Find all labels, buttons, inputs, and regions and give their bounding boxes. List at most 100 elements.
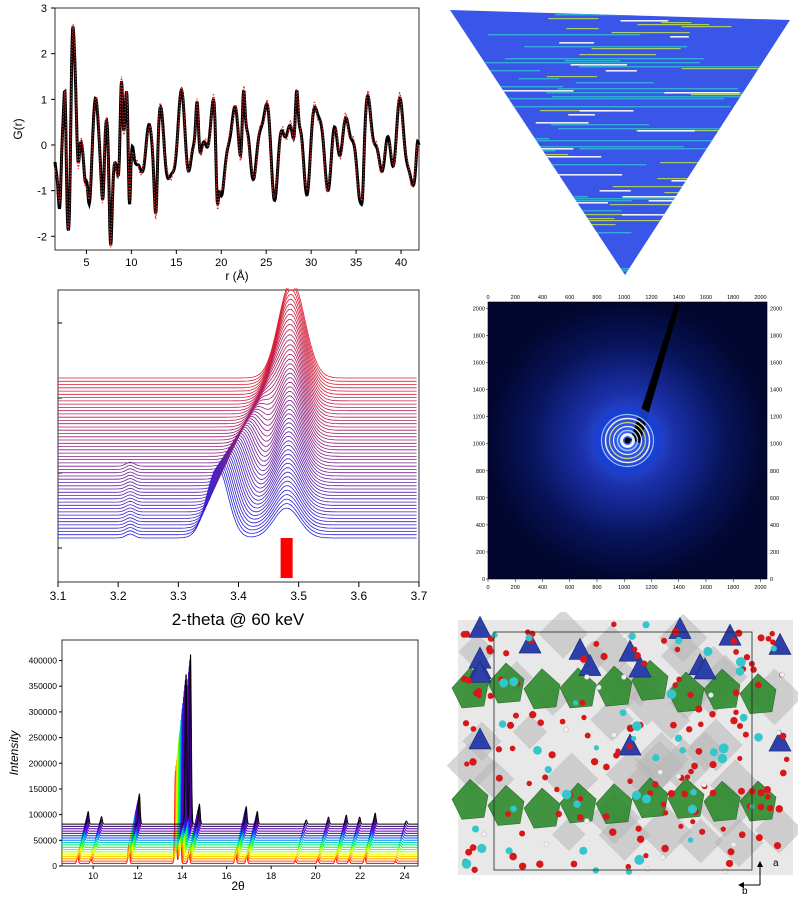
y-tick-label-right: 1400: [770, 388, 782, 394]
band: [456, 234, 515, 236]
reference-marker: [280, 538, 293, 578]
curve: [58, 455, 417, 519]
oxygen-atom: [529, 711, 537, 719]
band: [578, 12, 677, 14]
band: [523, 194, 568, 196]
curve: [58, 329, 417, 412]
oxygen-atom: [505, 811, 511, 818]
x-tick-label: 10: [125, 257, 137, 269]
oxygen-atom: [475, 687, 482, 695]
band: [481, 86, 563, 88]
band: [664, 192, 712, 194]
oxygen-atom: [742, 731, 749, 738]
band: [661, 22, 692, 24]
band: [521, 156, 602, 158]
y-tick-label: -2: [37, 231, 47, 243]
oxygen-atom: [690, 819, 696, 825]
oxygen-atom: [691, 762, 698, 770]
band: [488, 34, 641, 36]
x-tick-label: 10: [88, 871, 98, 881]
band: [539, 110, 612, 112]
band: [506, 98, 725, 100]
oxygen-atom: [773, 842, 782, 850]
oxygen-atom: [709, 760, 717, 769]
band: [504, 58, 704, 60]
cation-atom: [525, 634, 533, 642]
oxygen-atom: [754, 681, 762, 689]
oxygen-atom: [743, 653, 751, 661]
oxygen-atom: [662, 810, 669, 816]
y-tick-label: 300000: [29, 707, 58, 717]
oxygen-atom: [697, 721, 704, 728]
white-atom: [730, 841, 737, 848]
octahedron: [523, 787, 561, 829]
curve: [58, 349, 417, 425]
xrd-pattern: [62, 740, 418, 857]
x-tick-label-top: 1600: [700, 295, 712, 301]
y-tick-label: 1200: [473, 415, 485, 421]
x-tick-label: 1200: [645, 585, 657, 591]
y-tick-label: 350000: [29, 681, 58, 691]
curve: [58, 372, 417, 441]
curve: [58, 363, 417, 434]
x-tick-label: 0: [486, 585, 489, 591]
axes-indicator: a b: [738, 858, 779, 897]
oxygen-atom: [526, 780, 532, 787]
y-tick-label: 50000: [33, 835, 57, 845]
crystal-structure: a b: [446, 612, 798, 897]
oxygen-atom: [733, 649, 739, 655]
y-tick-label: 800: [476, 469, 485, 475]
cation-atom: [510, 805, 517, 813]
x-tick-label: 3.6: [350, 589, 367, 603]
gr-fit-line: [54, 23, 420, 248]
band: [576, 82, 654, 84]
white-atom: [596, 684, 602, 691]
curve: [58, 467, 417, 539]
xrd-pattern: [62, 672, 418, 832]
oxygen-atom: [687, 691, 694, 699]
axis-a-label: a: [773, 858, 779, 869]
band: [551, 124, 650, 126]
curve: [58, 293, 417, 389]
oxygen-atom: [661, 637, 668, 644]
xrd-pattern: [62, 696, 418, 841]
oxygen-atom: [783, 756, 790, 763]
y-tick-label: 250000: [29, 733, 58, 743]
band: [520, 218, 615, 220]
tetrahedron: [693, 657, 717, 680]
band: [548, 18, 599, 20]
xrd-pattern: [62, 685, 418, 837]
oxygen-atom: [737, 755, 743, 762]
cation-atom: [631, 735, 637, 741]
x-tick-label: 400: [538, 585, 547, 591]
x-tick-label: 18: [266, 871, 276, 881]
oxygen-atom: [635, 825, 642, 832]
y-tick-label: 1800: [473, 334, 485, 340]
curve: [58, 463, 417, 532]
x-tick-label: 14: [177, 871, 187, 881]
x-tick-label: 2000: [754, 585, 766, 591]
curve: [58, 298, 417, 392]
oxygen-atom: [766, 804, 774, 812]
white-atom: [659, 854, 666, 860]
x-tick-label: 16: [222, 871, 232, 881]
tetrahedron: [578, 653, 602, 676]
oxygen-atom: [632, 646, 638, 652]
oxygen-atom: [636, 835, 645, 843]
band: [579, 110, 634, 112]
band: [535, 122, 589, 124]
x-tick-label-top: 800: [592, 295, 601, 301]
y-tick-label: 3: [41, 3, 47, 15]
x-tick-label-top: 200: [511, 295, 520, 301]
y-tick-label-right: 800: [770, 469, 779, 475]
y-tick-label-right: 1200: [770, 415, 782, 421]
oxygen-atom: [688, 768, 694, 775]
oxygen-atom: [735, 629, 743, 637]
oxygen-atom: [465, 677, 472, 684]
band: [612, 186, 703, 188]
white-atom: [775, 729, 782, 736]
band: [547, 214, 641, 216]
x-tick-label: 3.3: [170, 589, 187, 603]
band: [469, 134, 526, 136]
band: [488, 134, 505, 136]
